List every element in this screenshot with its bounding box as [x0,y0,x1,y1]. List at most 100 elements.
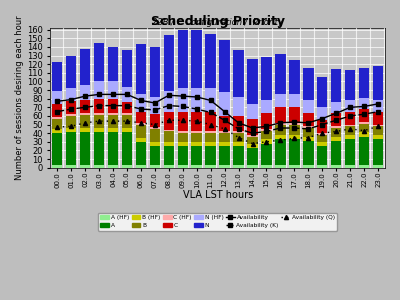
Bar [178,165,188,168]
Bar [289,94,300,107]
Bar [94,132,104,165]
Bar [94,113,104,115]
Bar [192,88,202,112]
Availability [334,112,338,115]
Bar [108,99,118,113]
Bar [345,112,355,124]
Bar [94,165,104,168]
Bar [150,127,160,129]
Bar [52,62,62,91]
Text: 22B / C Configuration /  Priority: 22B / C Configuration / Priority [152,18,283,27]
Bar [247,165,258,168]
Bar [275,124,286,135]
Bar [247,136,258,143]
Bar [150,47,160,97]
Availability [180,94,185,98]
Bar [136,124,146,137]
Bar [52,133,62,165]
Bar [303,136,314,141]
Availability [222,110,227,113]
Bar [178,146,188,165]
Bar [80,85,90,100]
Bar [108,47,118,82]
Bar [206,88,216,112]
Availability [348,106,352,109]
Availability (Q) [362,129,366,132]
Availability (Q) [83,121,88,124]
Bar [136,142,146,165]
Bar [275,94,286,107]
Availability (K) [166,104,171,107]
Bar [164,131,174,142]
Availability (K) [83,106,88,109]
Bar [164,112,174,130]
Bar [122,87,132,102]
Bar [206,112,216,131]
Availability (K) [250,131,255,135]
Bar [373,135,383,139]
Availability (K) [152,108,157,112]
Bar [247,59,258,104]
Bar [359,124,369,132]
Bar [345,165,355,168]
Availability (K) [264,130,269,133]
X-axis label: VLA LST hours: VLA LST hours [182,190,253,200]
Availability (K) [124,104,129,107]
Availability (K) [334,118,338,122]
Bar [345,139,355,165]
Bar [261,139,272,143]
Availability (Q) [208,123,213,126]
Bar [108,132,118,165]
Availability (Q) [222,127,227,131]
Bar [233,165,244,168]
Bar [373,165,383,168]
Availability (Q) [278,138,283,142]
Bar [289,135,300,139]
Bar [150,97,160,114]
Availability [55,100,60,103]
Bar [233,116,244,131]
Bar [206,146,216,165]
Bar [206,133,216,142]
Bar [122,50,132,87]
Availability (Q) [111,119,116,123]
Bar [136,137,146,142]
Bar [66,114,76,116]
Bar [178,88,188,112]
Bar [192,30,202,88]
Availability (K) [194,107,199,111]
Bar [178,30,188,88]
Bar [303,100,314,113]
Availability (K) [292,126,297,130]
Bar [317,146,328,165]
Bar [94,115,104,128]
Bar [345,126,355,135]
Bar [359,132,369,137]
Bar [136,112,146,123]
Bar [373,124,383,126]
Bar [122,165,132,168]
Bar [108,115,118,128]
Bar [66,88,76,101]
Bar [247,135,258,136]
Availability (Q) [152,123,157,126]
Availability [138,99,143,102]
Availability (K) [306,127,311,131]
Bar [108,113,118,115]
Bar [219,92,230,116]
Availability (Q) [306,136,311,139]
Bar [359,136,369,165]
Bar [275,107,286,123]
Y-axis label: Number of sessions desiring each hour: Number of sessions desiring each hour [15,16,24,180]
Bar [52,91,62,104]
Availability (K) [376,110,380,113]
Availability (K) [278,126,283,130]
Bar [219,116,230,131]
Bar [136,123,146,124]
Bar [261,130,272,139]
Availability (Q) [292,136,297,140]
Bar [331,102,342,113]
Availability [152,101,157,105]
Availability (K) [236,127,241,131]
Bar [52,117,62,118]
